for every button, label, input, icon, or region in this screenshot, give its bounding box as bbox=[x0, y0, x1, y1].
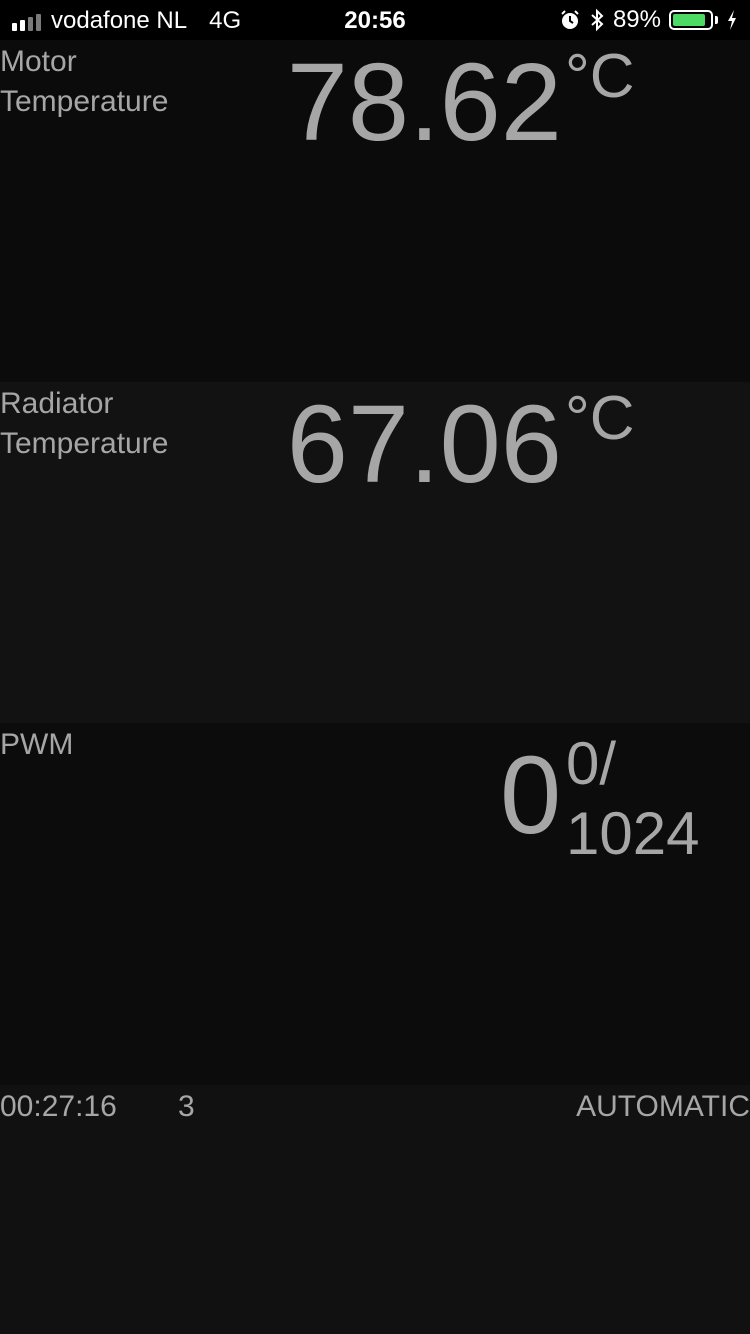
pwm-value: 0 bbox=[500, 741, 561, 851]
status-bar: vodafone NL 4G 20:56 89% bbox=[0, 0, 750, 40]
pwm-fraction-bottom: 1024 bbox=[566, 799, 699, 869]
battery-percent: 89% bbox=[613, 6, 661, 34]
radiator-temperature-label: Radiator Temperature bbox=[0, 384, 168, 464]
footer-bar: 00:27:16 3 AUTOMATIC bbox=[0, 1085, 750, 1334]
radiator-temperature-panel: Radiator Temperature 67.06 °C bbox=[0, 382, 750, 723]
elapsed-time: 00:27:16 bbox=[0, 1089, 117, 1125]
pwm-panel: PWM 0 0/ 1024 bbox=[0, 723, 750, 1085]
pwm-fraction-top: 0/ bbox=[566, 729, 699, 799]
radiator-temperature-unit: °C bbox=[565, 388, 635, 450]
motor-temperature-unit: °C bbox=[565, 46, 635, 108]
bluetooth-icon bbox=[589, 8, 605, 32]
motor-temperature-panel: Motor Temperature 78.62 °C bbox=[0, 40, 750, 382]
battery-fill bbox=[673, 14, 705, 26]
charging-icon bbox=[726, 9, 738, 31]
motor-temperature-value: 78.62 bbox=[287, 48, 562, 158]
carrier-name: vodafone NL bbox=[51, 7, 187, 35]
mode-indicator[interactable]: AUTOMATIC bbox=[576, 1089, 750, 1125]
radiator-temperature-value: 67.06 bbox=[287, 390, 562, 500]
signal-icon bbox=[12, 11, 41, 31]
alarm-icon bbox=[559, 9, 581, 31]
network-type: 4G bbox=[209, 7, 241, 35]
motor-temperature-label: Motor Temperature bbox=[0, 42, 168, 122]
counter-value: 3 bbox=[178, 1089, 195, 1125]
battery-icon bbox=[669, 10, 718, 30]
pwm-label: PWM bbox=[0, 725, 73, 765]
pwm-fraction: 0/ 1024 bbox=[566, 729, 699, 869]
